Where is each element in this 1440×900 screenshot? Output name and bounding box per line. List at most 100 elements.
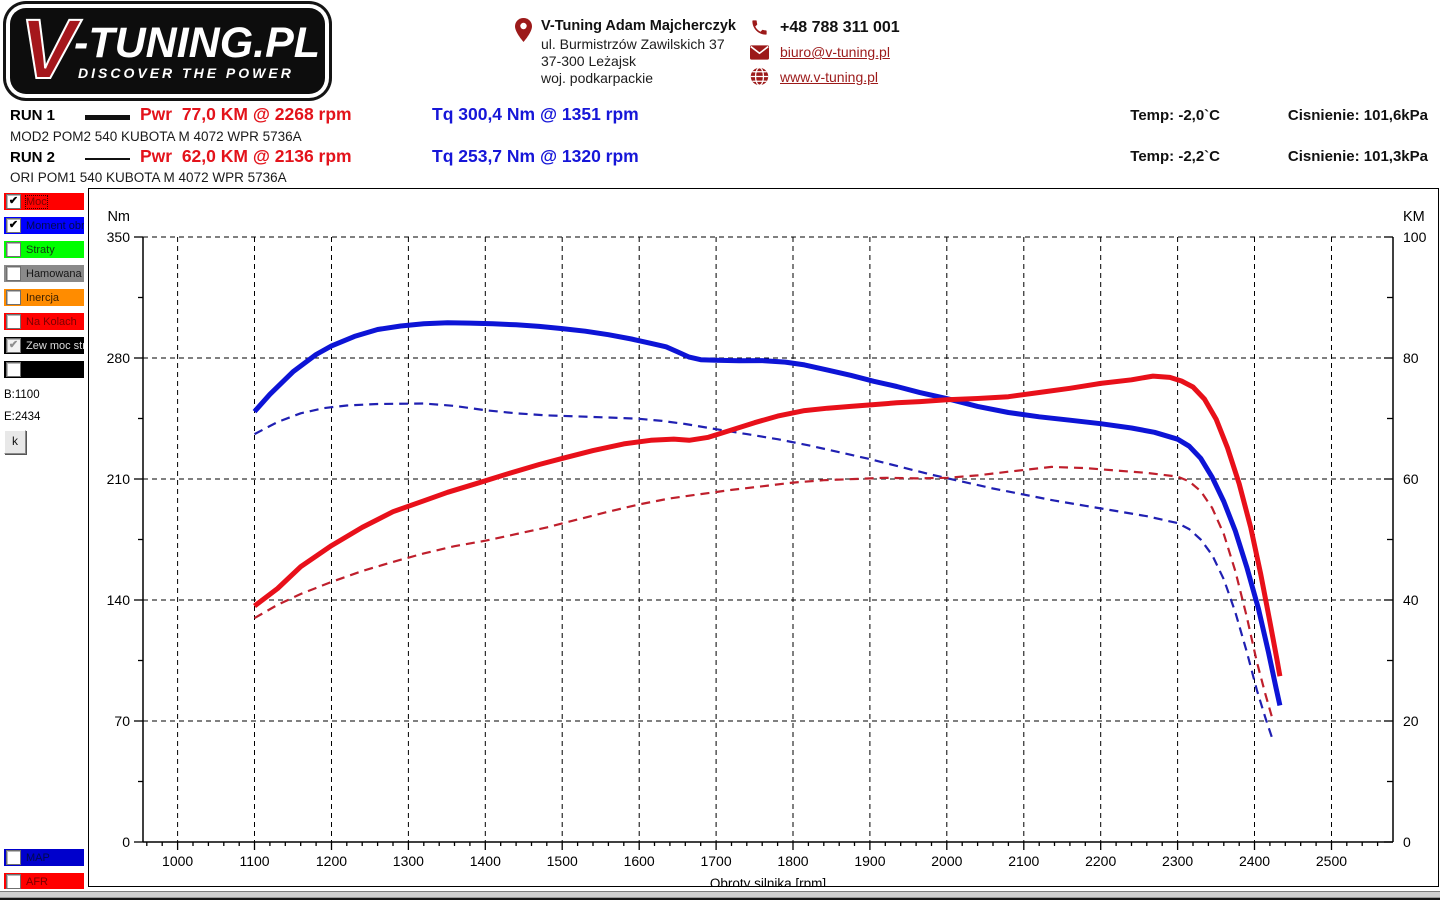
legend-toggle-na-kolach[interactable]: Na Kolach <box>4 313 84 330</box>
range-begin-value: B:1100 <box>4 389 40 401</box>
legend-toggle-inercja[interactable]: Inercja <box>4 289 84 306</box>
legend-toggle-moc[interactable]: ✔ Moc <box>4 193 84 210</box>
svg-text:1000: 1000 <box>162 853 193 869</box>
run1-temperature: Temp: -2,0`C <box>1130 107 1220 124</box>
globe-icon <box>750 67 769 86</box>
svg-text:2200: 2200 <box>1085 853 1116 869</box>
run2-label: RUN 2 <box>10 149 56 166</box>
legend-toggle-blank[interactable] <box>4 361 84 378</box>
legend-toggle-panel: ✔ Moc ✔ Moment obr Straty Hamowana Inercja Na K… <box>4 193 88 454</box>
legend-toggle-zew-moc-str[interactable]: ✔ Zew moc str <box>4 337 84 354</box>
svg-text:2500: 2500 <box>1316 853 1347 869</box>
legend-toggle-label: Hamowana <box>26 267 82 280</box>
run1-torque-value: Tq 300,4 Nm @ 1351 rpm <box>432 104 639 124</box>
svg-text:70: 70 <box>114 713 130 729</box>
dyno-chart-panel: 0 70 140 210 280 350 Nm 0 20 40 60 80 100 KM 1000 1100 1… <box>88 188 1439 887</box>
svg-text:1900: 1900 <box>854 853 885 869</box>
run2-torque-value: Tq 253,7 Nm @ 1320 rpm <box>432 146 639 166</box>
svg-text:2400: 2400 <box>1239 853 1270 869</box>
legend-toggle-label: Moment obr <box>26 219 84 232</box>
legend-toggle-label: Na Kolach <box>26 315 77 328</box>
svg-text:100: 100 <box>1403 229 1427 245</box>
legend-toggle-straty[interactable]: Straty <box>4 241 84 258</box>
email-link[interactable]: biuro@v-tuning.pl <box>780 44 890 60</box>
run2-temperature: Temp: -2,2`C <box>1130 148 1220 165</box>
logo-wordmark: -TUNING.PL <box>74 19 321 67</box>
range-end-value: E:2434 <box>4 411 41 423</box>
svg-text:80: 80 <box>1403 350 1419 366</box>
legend-toggle-label: AFR <box>26 875 48 888</box>
company-address-1: ul. Burmistrzów Zawilskich 37 <box>541 35 725 52</box>
svg-text:1600: 1600 <box>624 853 655 869</box>
checkbox[interactable] <box>6 266 21 281</box>
logo-v-letter: V <box>19 2 77 96</box>
k-button[interactable]: k <box>4 430 26 454</box>
checkbox[interactable] <box>6 362 21 377</box>
svg-text:1500: 1500 <box>547 853 578 869</box>
svg-text:2100: 2100 <box>1008 853 1039 869</box>
website-link[interactable]: www.v-tuning.pl <box>780 68 879 85</box>
svg-text:1100: 1100 <box>239 853 269 869</box>
run1-label: RUN 1 <box>10 107 56 124</box>
legend-toggle-label: Straty <box>26 243 55 256</box>
svg-text:210: 210 <box>107 471 131 487</box>
email-icon <box>750 44 769 60</box>
window-bottom-strip <box>0 889 1440 900</box>
checkbox[interactable]: ✔ <box>6 194 21 209</box>
svg-text:0: 0 <box>122 834 130 850</box>
svg-text:Nm: Nm <box>107 209 130 225</box>
phone-number: +48 788 311 001 <box>780 18 900 36</box>
svg-text:40: 40 <box>1403 592 1419 608</box>
run2-pressure: Cisnienie: 101,3kPa <box>1287 148 1428 165</box>
svg-text:0: 0 <box>1403 834 1411 850</box>
legend-toggle-afr[interactable]: AFR <box>4 873 84 890</box>
contact-block: +48 788 311 001 biuro@v-tuning.pl www.v-… <box>750 18 900 93</box>
legend-toggle-label: MAP <box>26 851 50 864</box>
svg-text:280: 280 <box>107 350 131 366</box>
run1-pressure: Cisnienie: 101,6kPa <box>1287 107 1428 124</box>
checkbox[interactable]: ✔ <box>6 218 21 233</box>
phone-icon <box>752 20 767 35</box>
svg-text:1700: 1700 <box>700 853 731 869</box>
legend-toggle-label: Moc <box>25 194 48 209</box>
map-afr-toggle-panel: MAP AFR <box>4 849 88 897</box>
run2-power-value: Pwr 62,0 KM @ 2136 rpm <box>140 146 352 166</box>
run1-description: MOD2 POM2 540 KUBOTA M 4072 WPR 5736A <box>10 129 302 144</box>
checkbox[interactable] <box>6 874 21 889</box>
legend-toggle-label: Inercja <box>26 291 60 304</box>
legend-toggle-moment-obr[interactable]: ✔ Moment obr <box>4 217 84 234</box>
svg-text:2000: 2000 <box>931 853 962 869</box>
svg-text:1300: 1300 <box>393 853 424 869</box>
run1-torque-curve <box>252 320 1283 706</box>
checkbox[interactable] <box>6 850 21 865</box>
legend-toggle-map[interactable]: MAP <box>4 849 84 866</box>
svg-text:Obroty silnika [rpm]: Obroty silnika [rpm] <box>710 876 826 886</box>
location-pin-icon <box>515 18 532 42</box>
run1-line-swatch <box>85 115 130 120</box>
company-address-2: 37-300 Leżajsk <box>541 52 636 69</box>
svg-text:140: 140 <box>107 592 131 608</box>
run2-power-curve <box>253 465 1274 719</box>
v-tuning-logo: V -TUNING.PL DISCOVER THE POWER <box>10 2 325 96</box>
svg-text:KM: KM <box>1403 209 1425 225</box>
logo-tagline: DISCOVER THE POWER <box>78 65 294 81</box>
svg-text:1400: 1400 <box>470 853 501 869</box>
company-address-block: V-Tuning Adam Majcherczyk ul. Burmistrzó… <box>515 18 736 87</box>
svg-text:2300: 2300 <box>1162 853 1193 869</box>
run2-torque-curve <box>253 402 1274 739</box>
svg-text:350: 350 <box>107 229 131 245</box>
checkbox[interactable] <box>6 314 21 329</box>
dyno-chart: 0 70 140 210 280 350 Nm 0 20 40 60 80 100 KM 1000 1100 1… <box>107 209 1427 886</box>
legend-toggle-hamowana[interactable]: Hamowana <box>4 265 84 282</box>
svg-text:1200: 1200 <box>316 853 347 869</box>
company-address-3: woj. podkarpackie <box>541 69 654 86</box>
svg-text:60: 60 <box>1403 471 1419 487</box>
svg-text:1800: 1800 <box>777 853 808 869</box>
svg-text:20: 20 <box>1403 713 1419 729</box>
run2-line-swatch <box>85 158 130 160</box>
checkbox[interactable] <box>6 290 21 305</box>
checkbox[interactable]: ✔ <box>6 338 21 353</box>
legend-toggle-label: Zew moc str <box>26 339 84 352</box>
run1-power-value: Pwr 77,0 KM @ 2268 rpm <box>140 104 352 124</box>
checkbox[interactable] <box>6 242 21 257</box>
